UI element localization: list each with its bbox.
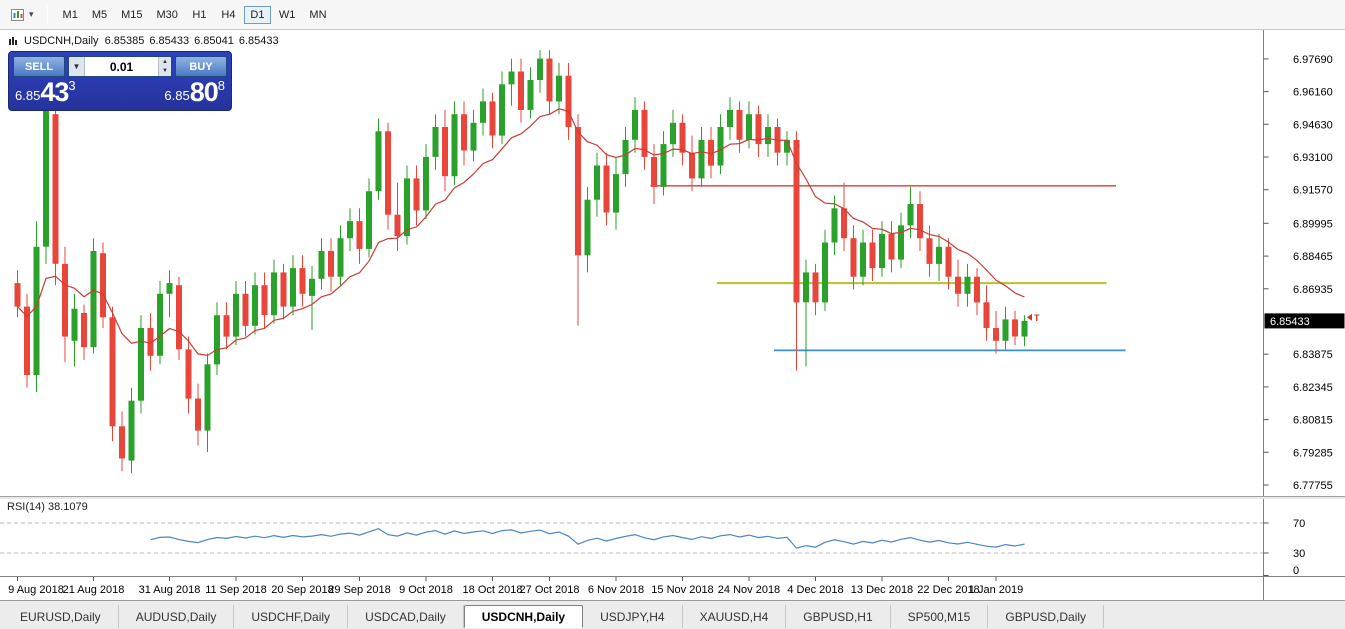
- svg-text:9 Aug 2018: 9 Aug 2018: [8, 584, 64, 596]
- chart-pane[interactable]: USDCNH,Daily 6.85385 6.85433 6.85041 6.8…: [0, 30, 1345, 496]
- tab-sp500-m15[interactable]: SP500,M15: [891, 605, 989, 628]
- tab-gbpusd-h1[interactable]: GBPUSD,H1: [786, 605, 891, 628]
- svg-text:9 Oct 2018: 9 Oct 2018: [399, 584, 453, 596]
- rsi-indicator-label: RSI(14) 38.1079: [7, 501, 88, 513]
- bar-high: 6.85433: [149, 35, 190, 47]
- one-click-trading-panel: SELL ▼ 0.01 ▲ ▼ BUY 6.85 43 3 6.85 80 8: [8, 51, 232, 111]
- buy-button[interactable]: BUY: [175, 56, 227, 77]
- timeframe-button-h4[interactable]: H4: [221, 8, 236, 21]
- timeframe-button-m30[interactable]: M30: [156, 8, 178, 21]
- horizontal-lines[interactable]: [650, 185, 1126, 352]
- bar-close: 6.85433: [238, 35, 279, 47]
- svg-text:6.94630: 6.94630: [1293, 119, 1333, 131]
- rsi-line: [150, 528, 1025, 549]
- chart-symbol-period: USDCNH,Daily: [24, 35, 99, 47]
- svg-text:11 Sep 2018: 11 Sep 2018: [205, 584, 267, 596]
- chart-window-icon: [9, 37, 17, 45]
- rsi-chart[interactable]: 70 30 0: [0, 499, 1345, 576]
- price-axis[interactable]: 6.97690 6.96160 6.94630 6.93100 6.91570 6.899…: [1263, 30, 1345, 496]
- sell-button[interactable]: SELL: [13, 56, 65, 77]
- volume-increase-icon[interactable]: ▲: [162, 58, 168, 65]
- svg-text:0: 0: [1293, 565, 1299, 576]
- volume-decrease-icon[interactable]: ▼: [162, 68, 168, 75]
- svg-text:27 Oct 2018: 27 Oct 2018: [520, 584, 580, 596]
- time-axis[interactable]: 9 Aug 2018 21 Aug 2018 31 Aug 2018 11 Sep 2…: [0, 576, 1345, 600]
- price-chart[interactable]: T 6.97690 6.96160 6.94630 6.93100 6.91570 6.89…: [0, 30, 1345, 496]
- tab-usdcad-daily[interactable]: USDCAD,Daily: [348, 605, 464, 628]
- svg-text:6.97690: 6.97690: [1293, 54, 1333, 66]
- tab-eurusd-daily[interactable]: EURUSD,Daily: [3, 605, 119, 628]
- chart-tools-button[interactable]: ▾: [6, 5, 39, 25]
- svg-text:T: T: [1034, 313, 1040, 323]
- bar-open: 6.85385: [104, 35, 145, 47]
- svg-text:6.89995: 6.89995: [1293, 218, 1333, 230]
- volume-dropdown-caret-icon[interactable]: ▼: [69, 57, 85, 76]
- timeframe-button-w1[interactable]: W1: [278, 8, 296, 21]
- svg-text:1 Jan 2019: 1 Jan 2019: [969, 584, 1023, 596]
- svg-text:6.83875: 6.83875: [1293, 349, 1333, 361]
- tab-usdcnh-daily[interactable]: USDCNH,Daily: [463, 605, 584, 628]
- svg-text:6.88465: 6.88465: [1293, 251, 1333, 263]
- bar-low: 6.85041: [194, 35, 234, 47]
- svg-text:6.86935: 6.86935: [1293, 284, 1333, 296]
- current-price-badge: 6.85433: [1264, 313, 1345, 329]
- timeframe-button-mn[interactable]: MN: [309, 8, 327, 21]
- chart-tools-icon: [11, 8, 24, 21]
- tab-usdchf-daily[interactable]: USDCHF,Daily: [234, 605, 349, 628]
- svg-text:6.80815: 6.80815: [1293, 415, 1333, 427]
- timeframe-button-m1[interactable]: M1: [62, 8, 78, 21]
- svg-text:6.79285: 6.79285: [1293, 447, 1333, 459]
- sell-price: 6.85 43 3: [15, 77, 76, 107]
- svg-text:21 Aug 2018: 21 Aug 2018: [63, 584, 125, 596]
- symbol-tab-bar: EURUSD,Daily AUDUSD,Daily USDCHF,Daily USDC…: [0, 600, 1345, 629]
- candles: [14, 50, 1028, 474]
- svg-text:70: 70: [1293, 518, 1305, 530]
- chart-title: USDCNH,Daily 6.85385 6.85433 6.85041 6.8…: [8, 35, 279, 47]
- svg-text:6.93100: 6.93100: [1293, 152, 1333, 164]
- svg-text:6.96160: 6.96160: [1293, 87, 1333, 99]
- trade-marker: T: [1027, 313, 1040, 323]
- rsi-pane[interactable]: RSI(14) 38.1079 70 30 0: [0, 499, 1345, 576]
- tab-gbpusd-daily[interactable]: GBPUSD,Daily: [988, 605, 1105, 628]
- svg-text:15 Nov 2018: 15 Nov 2018: [651, 584, 713, 596]
- timeframe-toolbar: ▾ M1 M5 M15 M30 H1 H4 D1 W1 MN: [0, 0, 1345, 30]
- buy-price: 6.85 80 8: [164, 77, 225, 107]
- tab-xauusd-h4[interactable]: XAUUSD,H4: [683, 605, 787, 628]
- svg-text:22 Dec 2018: 22 Dec 2018: [917, 584, 979, 596]
- svg-text:6.91570: 6.91570: [1293, 185, 1333, 197]
- svg-text:4 Dec 2018: 4 Dec 2018: [787, 584, 843, 596]
- svg-text:29 Sep 2018: 29 Sep 2018: [328, 584, 390, 596]
- timeframe-button-h1[interactable]: H1: [192, 8, 207, 21]
- tab-audusd-daily[interactable]: AUDUSD,Daily: [119, 605, 235, 628]
- pane-divider[interactable]: [0, 496, 1345, 499]
- svg-text:13 Dec 2018: 13 Dec 2018: [851, 584, 913, 596]
- svg-text:6.85433: 6.85433: [1270, 316, 1310, 328]
- timeframe-button-d1[interactable]: D1: [243, 5, 271, 24]
- svg-text:30: 30: [1293, 548, 1305, 560]
- toolbar-separator: [46, 4, 48, 25]
- volume-value[interactable]: 0.01: [109, 59, 134, 74]
- timeframe-bar: M1 M5 M15 M30 H1 H4 D1 W1 MN: [56, 5, 334, 24]
- timeframe-button-m5[interactable]: M5: [91, 8, 108, 21]
- tab-usdjpy-h4[interactable]: USDJPY,H4: [583, 605, 683, 628]
- svg-text:24 Nov 2018: 24 Nov 2018: [718, 584, 780, 596]
- volume-stepper[interactable]: ▼ 0.01 ▲ ▼: [68, 56, 172, 77]
- svg-text:20 Sep 2018: 20 Sep 2018: [271, 584, 333, 596]
- svg-text:31 Aug 2018: 31 Aug 2018: [139, 584, 201, 596]
- svg-text:6.77755: 6.77755: [1293, 480, 1333, 492]
- moving-average-line: [17, 108, 1025, 357]
- timeframe-button-m15[interactable]: M15: [121, 8, 143, 21]
- svg-text:6.82345: 6.82345: [1293, 382, 1333, 394]
- chart-tools-caret-icon: ▾: [29, 9, 34, 19]
- svg-text:18 Oct 2018: 18 Oct 2018: [463, 584, 523, 596]
- svg-text:6 Nov 2018: 6 Nov 2018: [588, 584, 644, 596]
